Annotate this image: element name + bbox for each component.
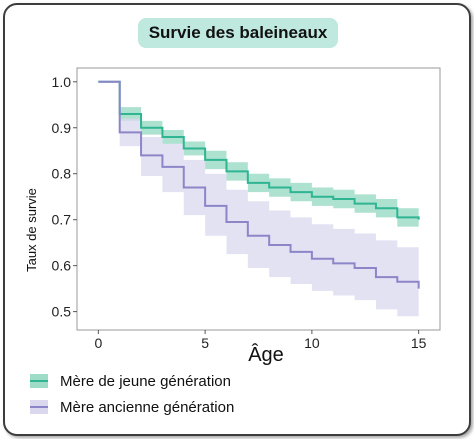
y-tick-label: 0.5 [52,304,72,320]
confidence-band-1 [98,81,419,317]
y-tick-label: 0.9 [52,120,72,136]
legend-swatch-old [30,400,48,414]
x-tick-label: 10 [304,335,320,351]
legend-swatch-young [30,374,48,388]
x-tick-label: 5 [201,335,209,351]
legend-item-old: Mère ancienne génération [30,394,234,420]
series-line-1 [98,80,420,289]
y-tick-label: 0.6 [52,258,72,274]
legend: Mère de jeune génération Mère ancienne g… [30,368,234,420]
series-line-0 [98,80,420,220]
legend-label-young: Mère de jeune génération [60,372,231,390]
plot-area [76,67,441,331]
y-tick-label: 0.8 [52,166,72,182]
x-tick-label: 0 [94,335,102,351]
x-axis-label: Âge [248,343,284,366]
y-axis-label: Taux de survie [24,188,39,272]
x-tick-label: 15 [411,335,427,351]
legend-label-old: Mère ancienne génération [60,398,235,416]
confidence-band-0 [98,81,419,229]
y-tick-label: 0.7 [52,212,72,228]
legend-item-young: Mère de jeune génération [30,368,234,394]
y-tick-label: 1.0 [52,74,72,90]
chart-title: Survie des baleineaux [138,18,338,48]
